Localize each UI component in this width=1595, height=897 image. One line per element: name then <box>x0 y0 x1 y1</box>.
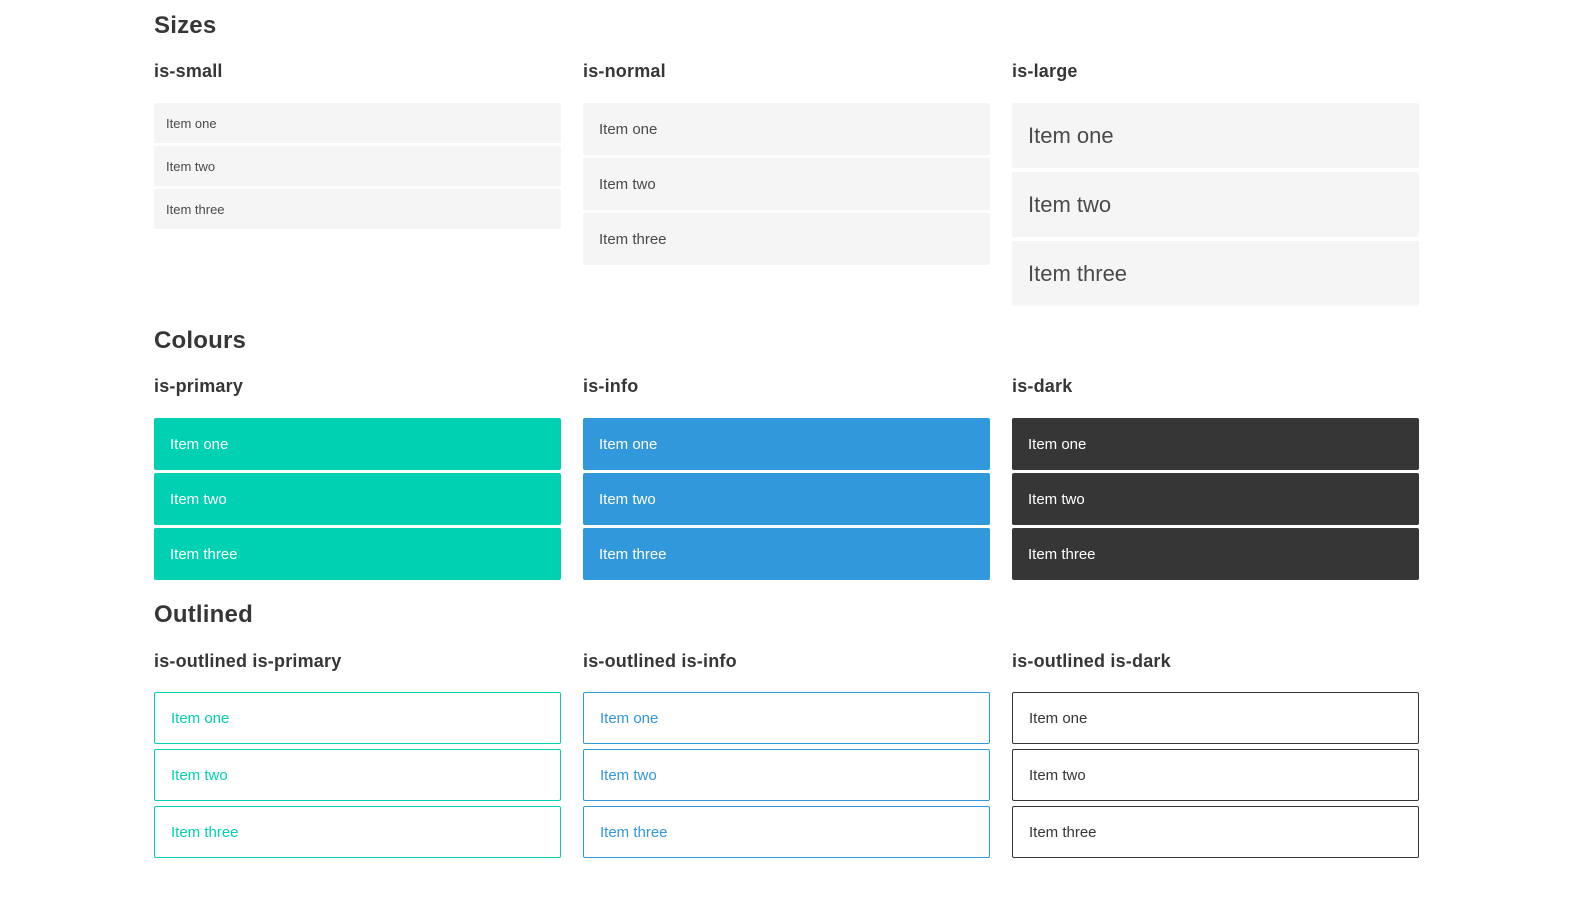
list-item[interactable]: Item three <box>583 806 990 859</box>
group-is-small: is-small Item one Item two Item three <box>154 61 561 306</box>
list-item[interactable]: Item three <box>1012 806 1419 859</box>
group-is-large: is-large Item one Item two Item three <box>1012 61 1419 307</box>
group-label: is-outlined is-dark <box>1012 650 1171 671</box>
list-item[interactable]: Item three <box>154 528 561 581</box>
section-title: Sizes <box>154 12 217 39</box>
group-label: is-info <box>583 376 639 397</box>
section-outlined: Outlined is-outlined is-primary Item one… <box>154 601 1419 864</box>
group-label: is-large <box>1012 61 1078 82</box>
list-item[interactable]: Item two <box>154 146 561 187</box>
group-is-normal: is-normal Item one Item two Item three <box>583 61 990 306</box>
group-is-outlined-is-dark: is-outlined is-dark Item one Item two It… <box>1012 651 1419 864</box>
group-is-primary: is-primary Item one Item two Item three <box>154 376 561 581</box>
list-item[interactable]: Item two <box>1012 749 1419 802</box>
item-list: Item one Item two Item three <box>583 418 990 581</box>
group-is-dark: is-dark Item one Item two Item three <box>1012 376 1419 581</box>
item-list: Item one Item two Item three <box>1012 103 1419 307</box>
list-item[interactable]: Item one <box>583 418 990 471</box>
group-is-outlined-is-primary: is-outlined is-primary Item one Item two… <box>154 651 561 864</box>
list-item[interactable]: Item three <box>154 806 561 859</box>
item-list: Item one Item two Item three <box>154 692 561 863</box>
section-title: Outlined <box>154 601 253 629</box>
list-item[interactable]: Item one <box>1012 692 1419 745</box>
group-is-outlined-is-info: is-outlined is-info Item one Item two It… <box>583 651 990 864</box>
list-item[interactable]: Item three <box>583 213 990 266</box>
list-item[interactable]: Item one <box>1012 103 1419 169</box>
group-label: is-outlined is-info <box>583 650 737 671</box>
group-is-info: is-info Item one Item two Item three <box>583 376 990 581</box>
group-label: is-outlined is-primary <box>154 650 342 671</box>
section-title: Colours <box>154 327 247 355</box>
list-item[interactable]: Item two <box>583 158 990 211</box>
list-item[interactable]: Item one <box>1012 418 1419 471</box>
list-item[interactable]: Item two <box>583 749 990 802</box>
list-item[interactable]: Item two <box>154 749 561 802</box>
content-container: Sizes is-small Item one Item two Item th… <box>154 0 1419 863</box>
list-item[interactable]: Item two <box>583 473 990 526</box>
section-sizes: Sizes is-small Item one Item two Item th… <box>154 12 1419 307</box>
list-item[interactable]: Item one <box>154 692 561 745</box>
colours-columns: is-primary Item one Item two Item three … <box>154 376 1419 581</box>
list-item[interactable]: Item one <box>583 692 990 745</box>
list-item[interactable]: Item three <box>1012 241 1419 307</box>
group-label: is-dark <box>1012 376 1073 397</box>
list-item[interactable]: Item one <box>154 103 561 144</box>
group-label: is-small <box>154 61 223 82</box>
item-list: Item one Item two Item three <box>1012 692 1419 863</box>
item-list: Item one Item two Item three <box>1012 418 1419 581</box>
list-item[interactable]: Item two <box>1012 172 1419 238</box>
item-list: Item one Item two Item three <box>154 418 561 581</box>
list-item[interactable]: Item three <box>583 528 990 581</box>
section-colours: Colours is-primary Item one Item two Ite… <box>154 327 1419 581</box>
list-item[interactable]: Item one <box>583 103 990 156</box>
sizes-columns: is-small Item one Item two Item three is… <box>154 61 1419 307</box>
list-item[interactable]: Item two <box>154 473 561 526</box>
list-item[interactable]: Item three <box>1012 528 1419 581</box>
item-list: Item one Item two Item three <box>583 692 990 863</box>
item-list: Item one Item two Item three <box>583 103 990 266</box>
list-item[interactable]: Item two <box>1012 473 1419 526</box>
list-item[interactable]: Item three <box>154 189 561 230</box>
outlined-columns: is-outlined is-primary Item one Item two… <box>154 651 1419 864</box>
group-label: is-normal <box>583 61 666 82</box>
group-label: is-primary <box>154 376 244 397</box>
list-item[interactable]: Item one <box>154 418 561 471</box>
item-list: Item one Item two Item three <box>154 103 561 230</box>
